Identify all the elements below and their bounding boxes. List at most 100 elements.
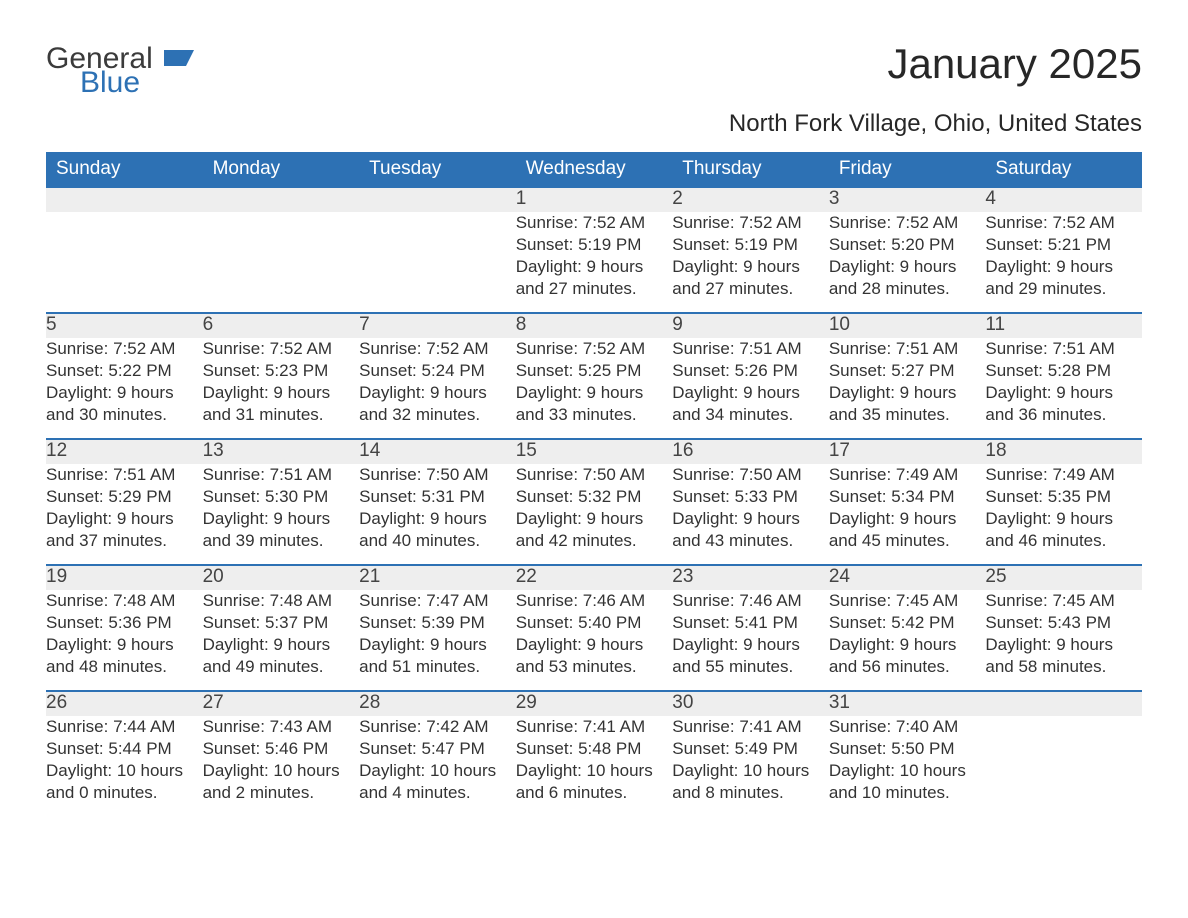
day-content-cell: Sunrise: 7:45 AMSunset: 5:42 PMDaylight:… (829, 590, 986, 691)
day-number-cell: 2 (672, 187, 829, 212)
daylight-line: Daylight: 10 hours and 4 minutes. (359, 760, 516, 804)
day-number-cell: 24 (829, 565, 986, 590)
sunset-label: Sunset: (516, 235, 574, 254)
sunrise-value: 7:52 AM (578, 213, 645, 232)
sunrise-label: Sunrise: (516, 591, 578, 610)
sunrise-value: 7:45 AM (1048, 591, 1115, 610)
sunset-line: Sunset: 5:43 PM (985, 612, 1142, 634)
day-header-row: Sunday Monday Tuesday Wednesday Thursday… (46, 152, 1142, 187)
day-header: Sunday (46, 152, 203, 187)
sunset-label: Sunset: (829, 739, 887, 758)
sunrise-label: Sunrise: (829, 339, 891, 358)
day-content-cell: Sunrise: 7:42 AMSunset: 5:47 PMDaylight:… (359, 716, 516, 816)
daylight-label: Daylight: (672, 761, 738, 780)
sunrise-label: Sunrise: (985, 465, 1047, 484)
sunrise-value: 7:46 AM (578, 591, 645, 610)
sunset-label: Sunset: (829, 613, 887, 632)
daylight-line: Daylight: 9 hours and 36 minutes. (985, 382, 1142, 426)
day-number-cell: 13 (203, 439, 360, 464)
sunset-value: 5:22 PM (104, 361, 172, 380)
day-number: 4 (985, 188, 996, 209)
daylight-label: Daylight: (829, 257, 895, 276)
sunset-line: Sunset: 5:36 PM (46, 612, 203, 634)
day-number-cell: 31 (829, 691, 986, 716)
daylight-line: Daylight: 9 hours and 53 minutes. (516, 634, 673, 678)
sunset-line: Sunset: 5:44 PM (46, 738, 203, 760)
sunrise-value: 7:52 AM (265, 339, 332, 358)
sunrise-label: Sunrise: (985, 213, 1047, 232)
day-number-cell: 21 (359, 565, 516, 590)
sunset-value: 5:47 PM (417, 739, 485, 758)
daylight-line: Daylight: 10 hours and 8 minutes. (672, 760, 829, 804)
day-number: 20 (203, 566, 224, 587)
sunset-label: Sunset: (829, 487, 887, 506)
daylight-label: Daylight: (516, 635, 582, 654)
daylight-line: Daylight: 9 hours and 48 minutes. (46, 634, 203, 678)
sunrise-label: Sunrise: (203, 339, 265, 358)
day-number: 19 (46, 566, 67, 587)
sunrise-label: Sunrise: (829, 465, 891, 484)
day-number: 3 (829, 188, 840, 209)
sunset-value: 5:32 PM (573, 487, 641, 506)
day-content-cell (985, 716, 1142, 816)
day-number: 25 (985, 566, 1006, 587)
sunset-label: Sunset: (516, 739, 574, 758)
daylight-line: Daylight: 9 hours and 42 minutes. (516, 508, 673, 552)
day-number-cell (46, 187, 203, 212)
day-number-cell: 20 (203, 565, 360, 590)
sunset-value: 5:19 PM (730, 235, 798, 254)
sunrise-value: 7:43 AM (265, 717, 332, 736)
sunset-value: 5:40 PM (573, 613, 641, 632)
sunset-value: 5:24 PM (417, 361, 485, 380)
sunset-line: Sunset: 5:23 PM (203, 360, 360, 382)
daylight-label: Daylight: (985, 383, 1051, 402)
sunrise-label: Sunrise: (516, 339, 578, 358)
sunset-value: 5:41 PM (730, 613, 798, 632)
sunset-line: Sunset: 5:46 PM (203, 738, 360, 760)
sunrise-value: 7:52 AM (578, 339, 645, 358)
sunrise-value: 7:50 AM (735, 465, 802, 484)
day-content-cell: Sunrise: 7:41 AMSunset: 5:48 PMDaylight:… (516, 716, 673, 816)
day-number: 18 (985, 440, 1006, 461)
sunrise-line: Sunrise: 7:51 AM (985, 338, 1142, 360)
sunrise-value: 7:42 AM (422, 717, 489, 736)
sunset-value: 5:27 PM (886, 361, 954, 380)
sunrise-line: Sunrise: 7:52 AM (985, 212, 1142, 234)
daylight-line: Daylight: 9 hours and 58 minutes. (985, 634, 1142, 678)
sunrise-value: 7:41 AM (578, 717, 645, 736)
sunrise-label: Sunrise: (672, 465, 734, 484)
day-content-cell: Sunrise: 7:50 AMSunset: 5:31 PMDaylight:… (359, 464, 516, 565)
day-number: 27 (203, 692, 224, 713)
daylight-line: Daylight: 9 hours and 32 minutes. (359, 382, 516, 426)
sunset-label: Sunset: (46, 613, 104, 632)
sunset-line: Sunset: 5:37 PM (203, 612, 360, 634)
day-number-cell: 28 (359, 691, 516, 716)
sunset-line: Sunset: 5:19 PM (672, 234, 829, 256)
sunset-line: Sunset: 5:29 PM (46, 486, 203, 508)
day-content-cell: Sunrise: 7:44 AMSunset: 5:44 PMDaylight:… (46, 716, 203, 816)
sunset-line: Sunset: 5:33 PM (672, 486, 829, 508)
sunset-label: Sunset: (672, 361, 730, 380)
day-number: 16 (672, 440, 693, 461)
sunrise-line: Sunrise: 7:52 AM (46, 338, 203, 360)
day-number-cell: 27 (203, 691, 360, 716)
daylight-line: Daylight: 9 hours and 43 minutes. (672, 508, 829, 552)
daylight-label: Daylight: (516, 509, 582, 528)
daylight-label: Daylight: (672, 383, 738, 402)
day-content-cell: Sunrise: 7:48 AMSunset: 5:36 PMDaylight:… (46, 590, 203, 691)
sunrise-label: Sunrise: (516, 213, 578, 232)
day-content-cell: Sunrise: 7:49 AMSunset: 5:34 PMDaylight:… (829, 464, 986, 565)
sunset-value: 5:31 PM (417, 487, 485, 506)
sunrise-line: Sunrise: 7:45 AM (985, 590, 1142, 612)
sunset-value: 5:39 PM (417, 613, 485, 632)
day-number: 29 (516, 692, 537, 713)
sunset-value: 5:29 PM (104, 487, 172, 506)
sunset-value: 5:26 PM (730, 361, 798, 380)
sunrise-label: Sunrise: (359, 465, 421, 484)
day-number: 12 (46, 440, 67, 461)
day-content-cell: Sunrise: 7:51 AMSunset: 5:30 PMDaylight:… (203, 464, 360, 565)
sunrise-label: Sunrise: (359, 717, 421, 736)
sunrise-value: 7:49 AM (1048, 465, 1115, 484)
day-number-cell: 22 (516, 565, 673, 590)
day-header: Monday (203, 152, 360, 187)
